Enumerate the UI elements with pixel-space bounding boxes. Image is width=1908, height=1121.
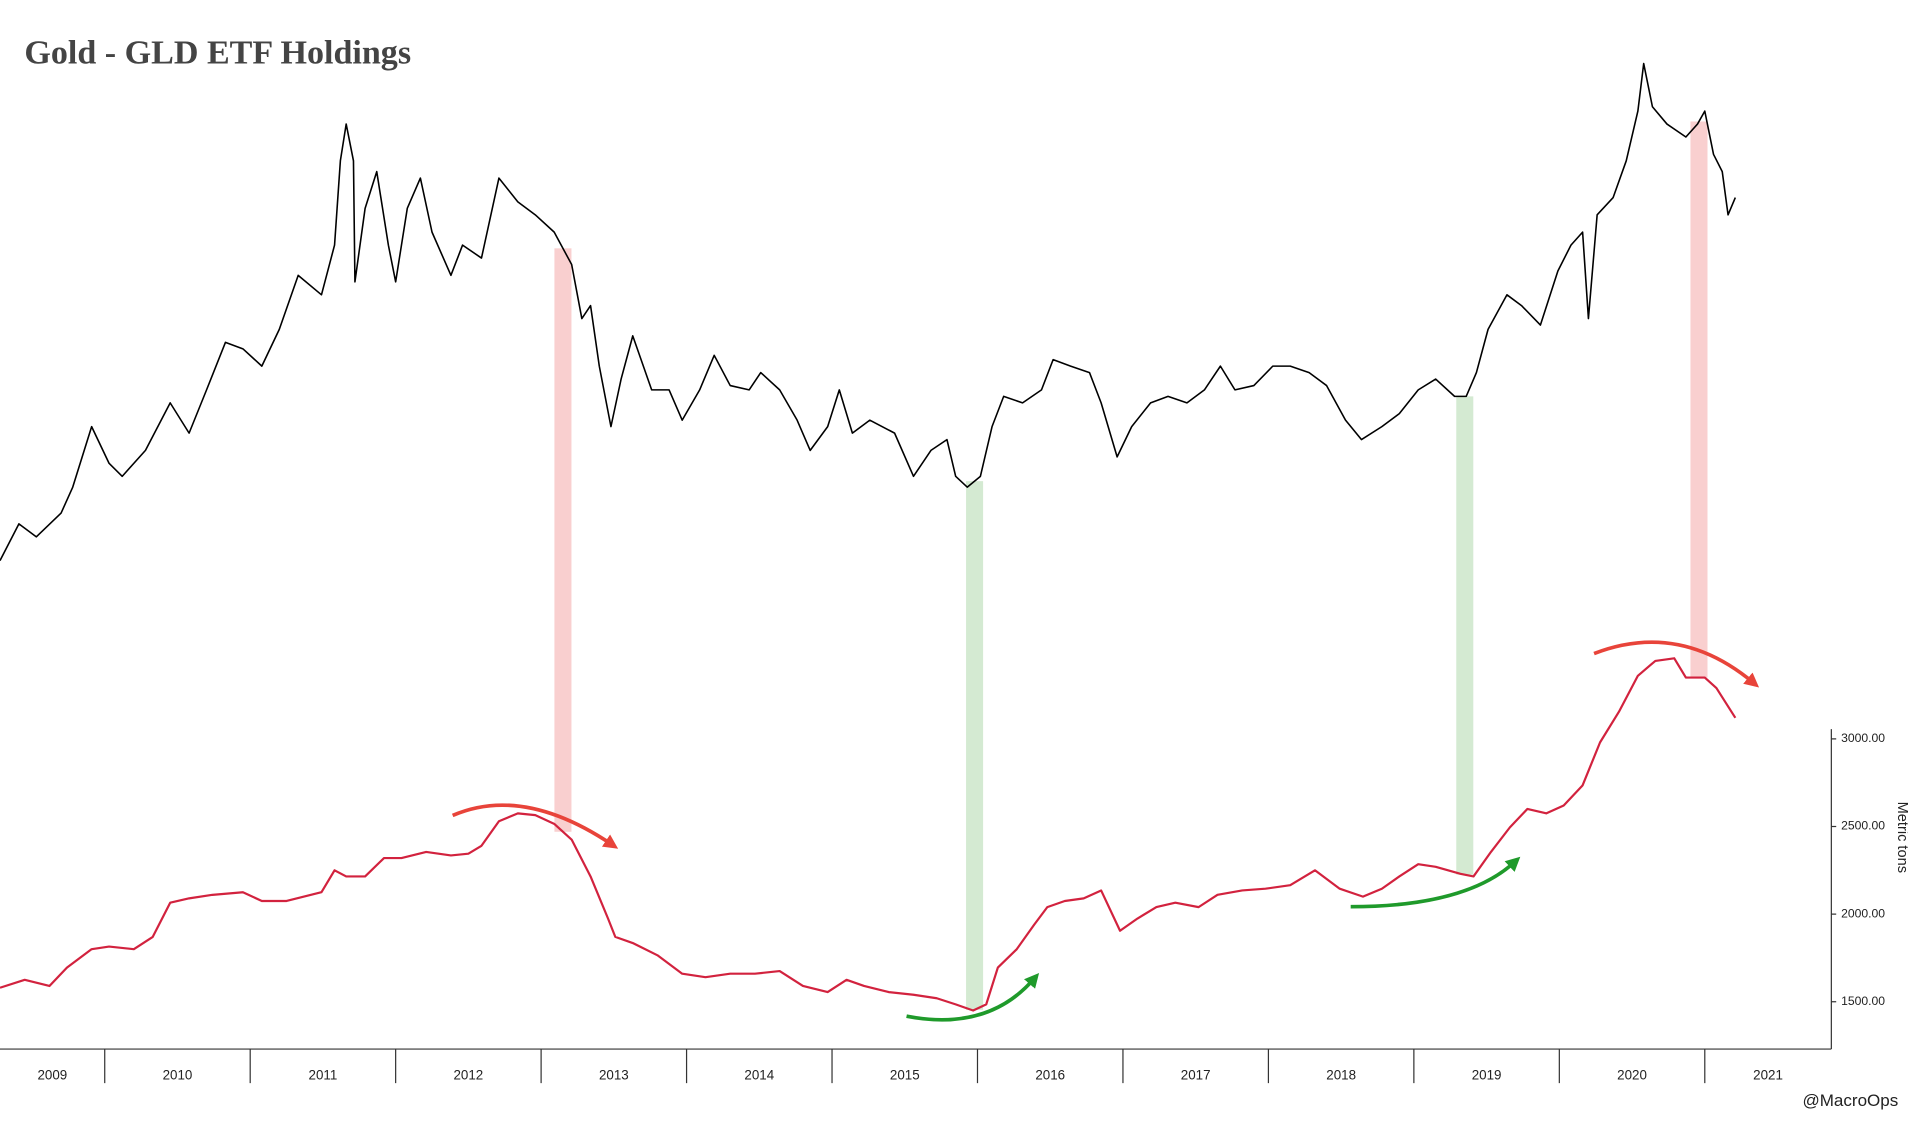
highlight-bands xyxy=(554,121,1708,1010)
y-tick-label: 2000.00 xyxy=(1841,906,1885,920)
x-tick-label: 2009 xyxy=(37,1067,67,1082)
x-tick-label: 2010 xyxy=(163,1067,193,1082)
x-tick-label: 2021 xyxy=(1753,1067,1783,1082)
arrows xyxy=(451,640,1760,1022)
x-tick-label: 2012 xyxy=(453,1067,483,1082)
highlight-band xyxy=(966,481,984,1010)
x-tick-label: 2016 xyxy=(1035,1067,1065,1082)
x-tick-label: 2015 xyxy=(890,1067,920,1082)
source-annotation: @MacroOps xyxy=(1802,1091,1898,1110)
x-tick-label: 2013 xyxy=(599,1067,629,1082)
series-line xyxy=(0,657,1737,1012)
lines xyxy=(0,62,1737,1012)
chart-title: Gold - GLD ETF Holdings xyxy=(24,34,411,71)
arrow xyxy=(1593,640,1760,688)
arrow xyxy=(906,972,1040,1022)
highlight-band xyxy=(1456,396,1474,875)
highlight-band xyxy=(1690,121,1708,678)
axes: 2009 2010 2011 2012 2013 2014 2015 2016 2017 2018… xyxy=(0,729,1885,1084)
series-line xyxy=(0,62,1737,561)
x-tick-label: 2017 xyxy=(1181,1067,1211,1082)
x-tick-label: 2019 xyxy=(1472,1067,1502,1082)
y-tick-label: 3000.00 xyxy=(1841,731,1885,745)
x-tick-label: 2020 xyxy=(1617,1067,1647,1082)
arrow xyxy=(451,803,619,849)
y-tick-label: 1500.00 xyxy=(1841,994,1885,1008)
x-tick-label: 2018 xyxy=(1326,1067,1356,1082)
x-tick-label: 2011 xyxy=(309,1067,338,1082)
highlight-band xyxy=(554,248,572,832)
x-tick-label: 2014 xyxy=(744,1067,774,1082)
y-tick-label: 2500.00 xyxy=(1841,819,1885,833)
y-axis-label: Metric tons xyxy=(1894,802,1908,873)
arrow xyxy=(1350,856,1521,909)
